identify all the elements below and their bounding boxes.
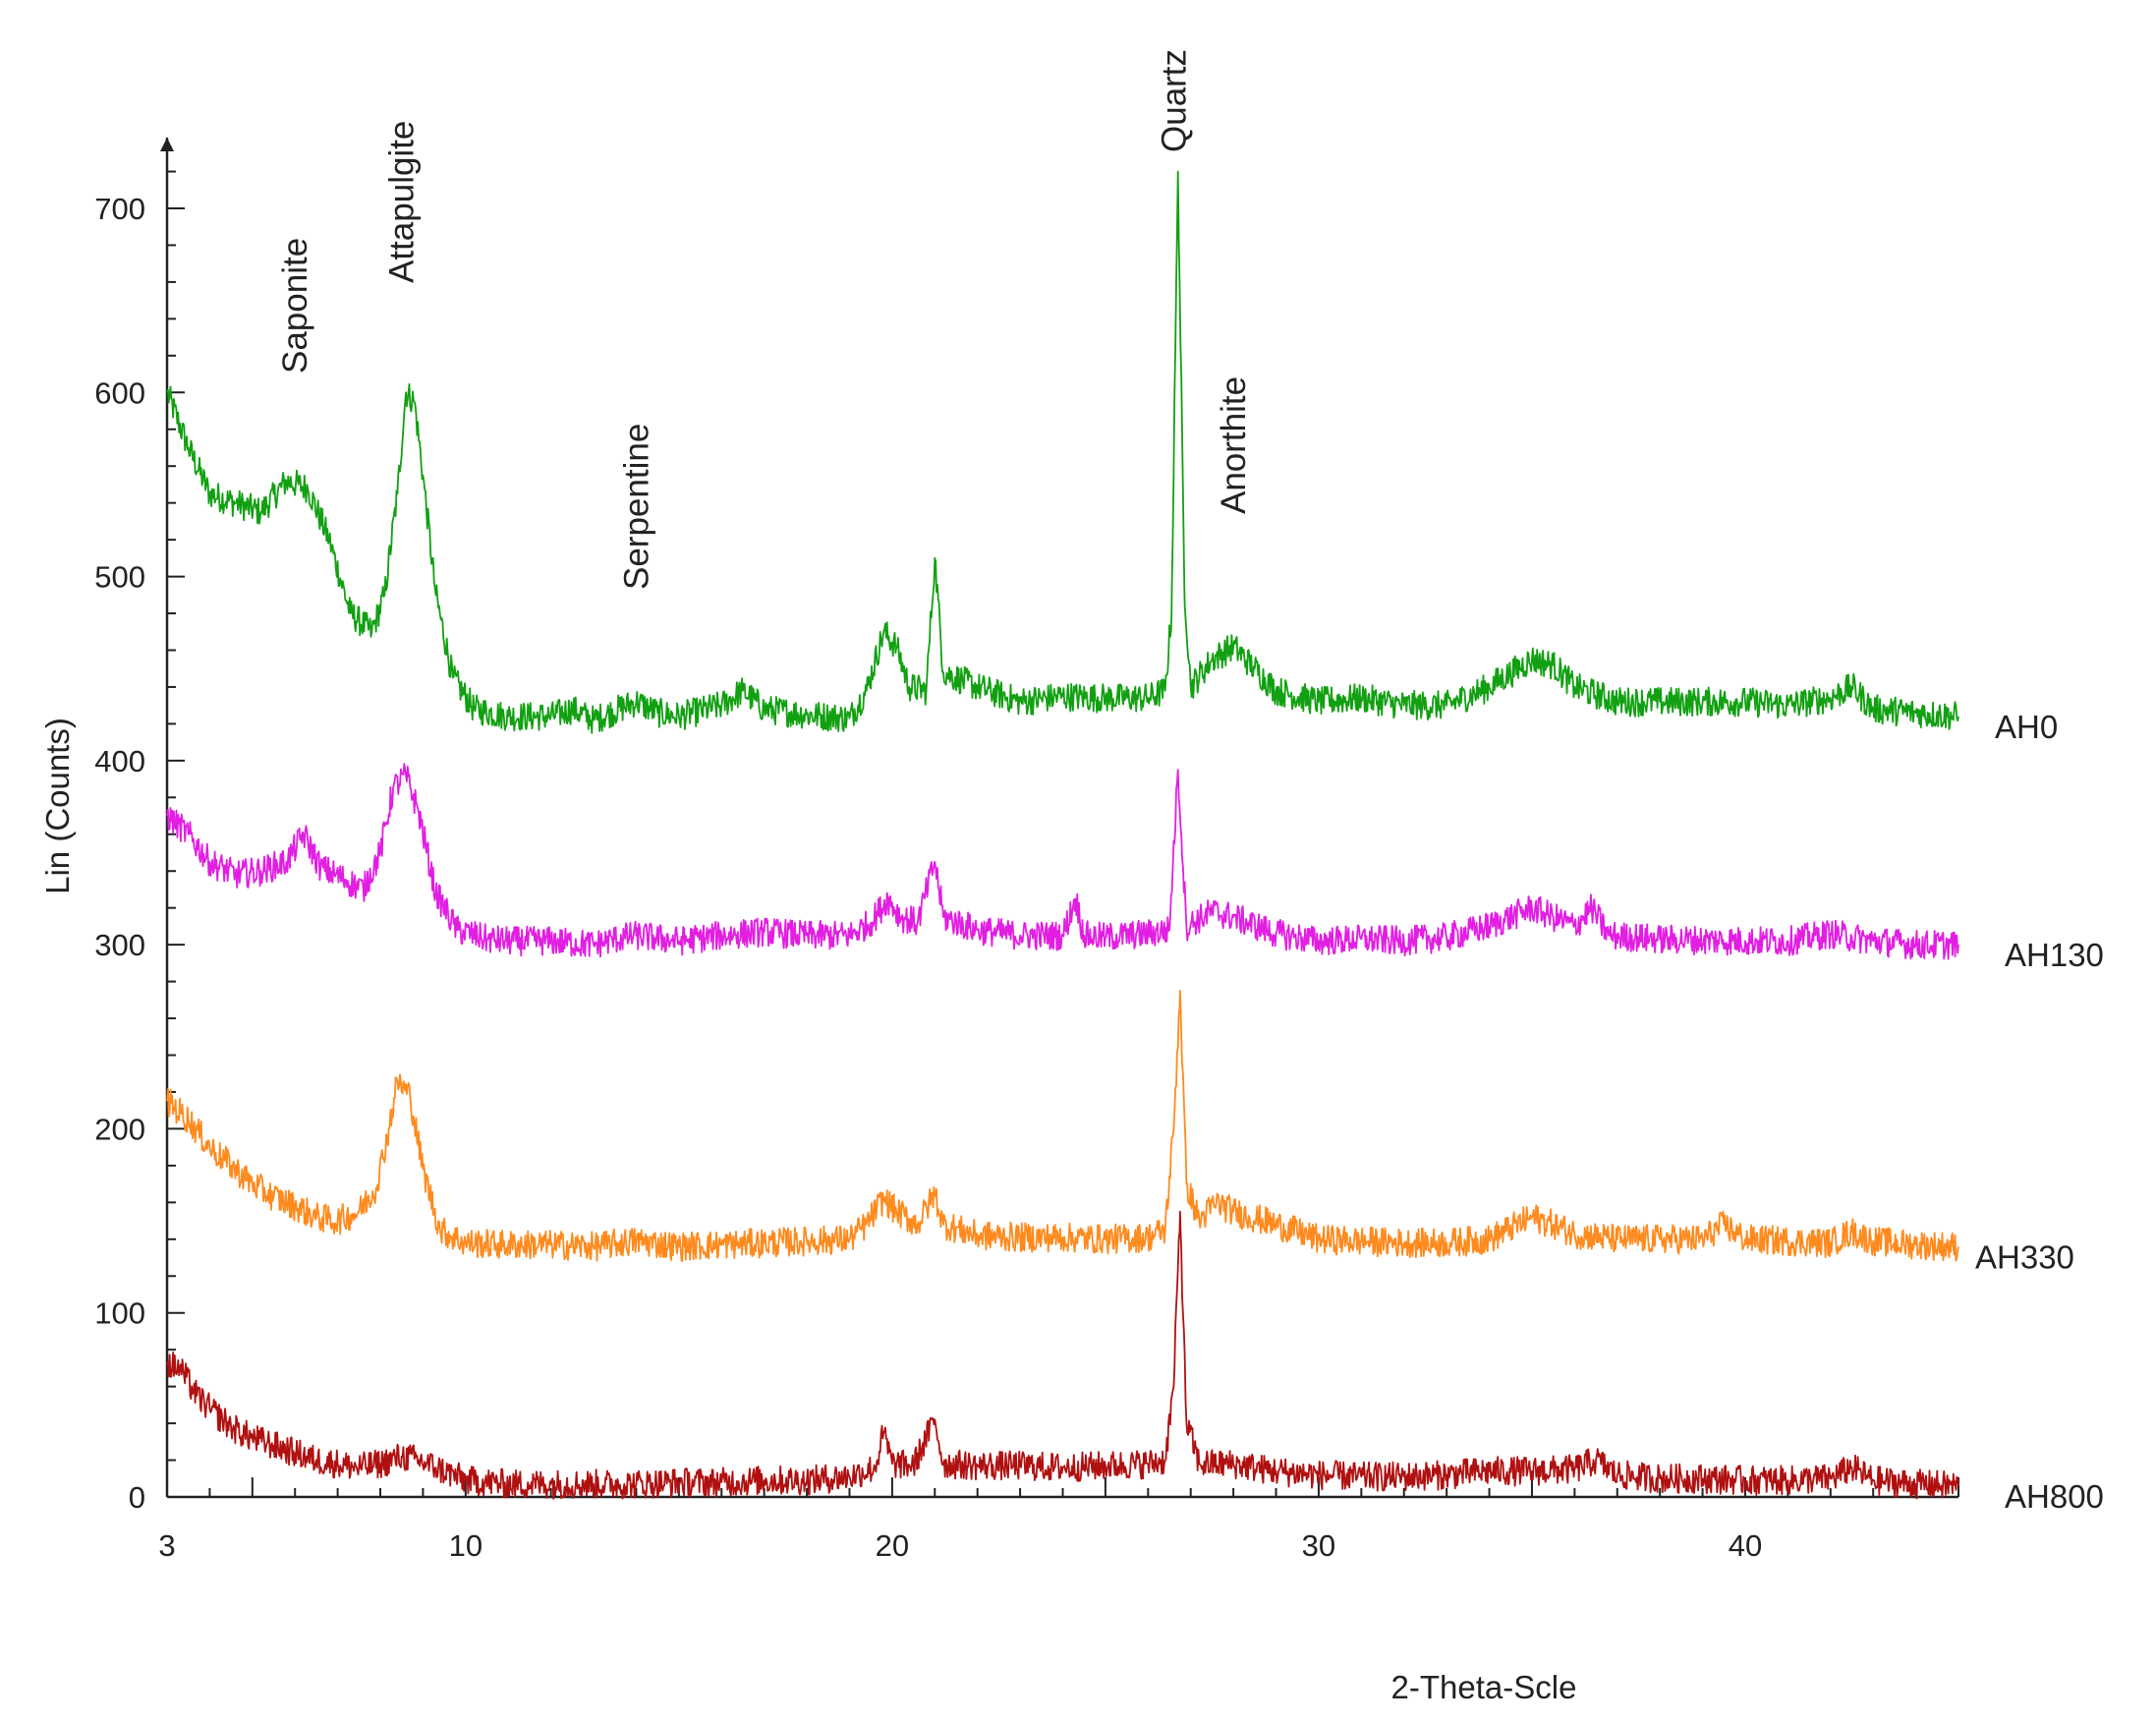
y-tick-label-2: 200 bbox=[94, 1112, 145, 1146]
phase-label-anorthite: Anorthite bbox=[1215, 376, 1253, 514]
y-axis-arrow-icon bbox=[160, 138, 174, 151]
y-axis-title: Lin (Counts) bbox=[39, 718, 76, 894]
series-label-ah130: AH130 bbox=[2005, 937, 2104, 973]
series-ah800 bbox=[166, 1210, 1959, 1500]
series-ah130 bbox=[166, 763, 1959, 960]
series-ah330 bbox=[166, 990, 1959, 1262]
y-tick-label-0: 0 bbox=[129, 1480, 145, 1515]
axes: 0 100 200 300 400 500 600 700 3 10 20 30 40 bbox=[94, 138, 1959, 1563]
series-label-ah0: AH0 bbox=[1995, 709, 2058, 745]
series-layer bbox=[166, 170, 1959, 1500]
labels-layer: AH0 AH130 AH330 AH800 Saponite Attapulgite Ser… bbox=[276, 49, 2104, 1515]
x-axis-title: 2-Theta-Scle bbox=[1391, 1669, 1577, 1705]
phase-label-quartz: Quartz bbox=[1155, 49, 1193, 152]
y-tick-label-1: 100 bbox=[94, 1296, 145, 1331]
x-tick-label-2: 20 bbox=[876, 1528, 909, 1563]
phase-label-attapulgite: Attapulgite bbox=[383, 121, 422, 283]
phase-label-serpentine: Serpentine bbox=[617, 424, 655, 590]
phase-label-saponite: Saponite bbox=[276, 238, 314, 374]
series-label-ah800: AH800 bbox=[2005, 1478, 2104, 1515]
y-tick-label-6: 600 bbox=[94, 375, 145, 410]
y-tick-label-7: 700 bbox=[94, 192, 145, 226]
y-tick-label-5: 500 bbox=[94, 560, 145, 595]
x-tick-label-0: 3 bbox=[158, 1528, 175, 1563]
series-ah0 bbox=[166, 170, 1959, 734]
x-tick-label-3: 30 bbox=[1302, 1528, 1335, 1563]
y-tick-label-4: 400 bbox=[94, 744, 145, 778]
x-tick-label-4: 40 bbox=[1729, 1528, 1762, 1563]
x-tick-label-1: 10 bbox=[449, 1528, 482, 1563]
y-tick-label-3: 300 bbox=[94, 928, 145, 962]
series-label-ah330: AH330 bbox=[1975, 1238, 2074, 1275]
